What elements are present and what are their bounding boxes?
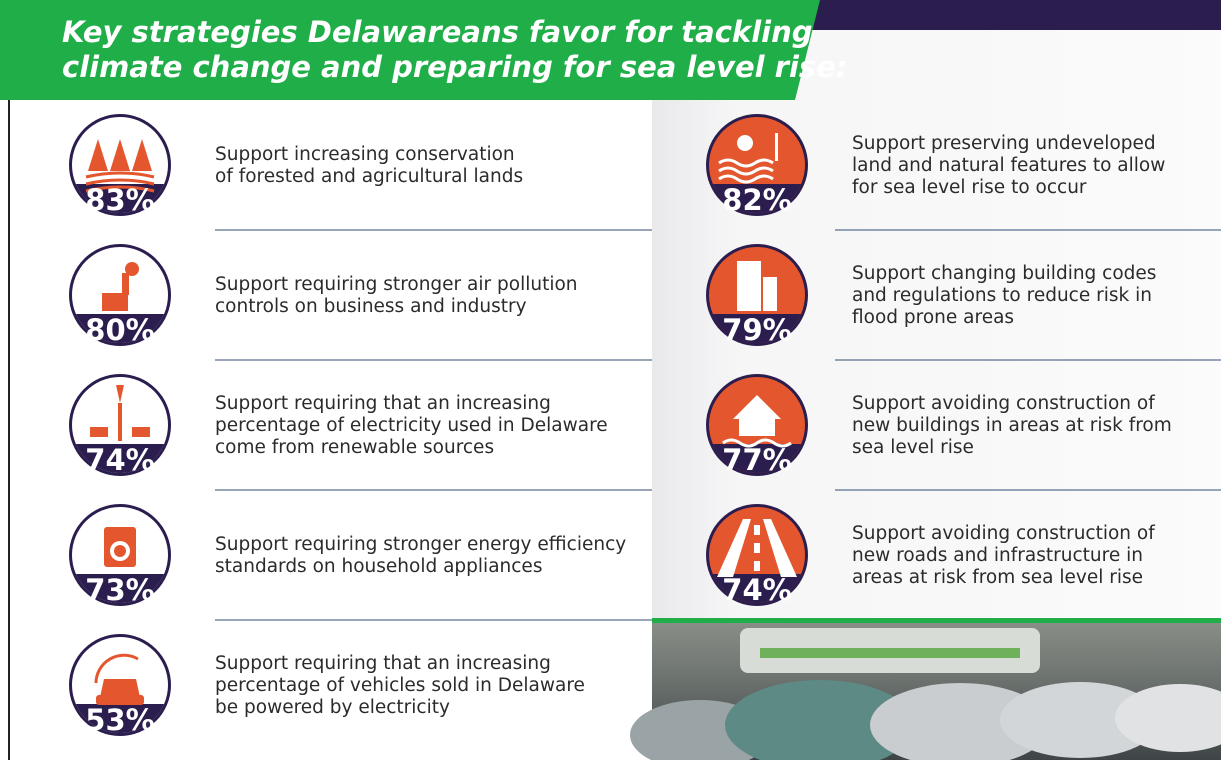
icon: [90, 427, 108, 437]
item-text: Support changing building codes: [852, 263, 1156, 284]
item-text: come from renewable sources: [215, 437, 494, 458]
percent: 83%: [85, 183, 154, 217]
item-text: standards on household appliances: [215, 556, 542, 577]
icon: [100, 679, 140, 697]
icon: [104, 527, 136, 567]
item-text: Support preserving undeveloped: [852, 133, 1156, 154]
badge: 82%: [706, 114, 808, 217]
icon: [90, 385, 150, 441]
percent: 74%: [722, 573, 791, 607]
item-text: of forested and agricultural lands: [215, 166, 523, 187]
percent: 74%: [85, 443, 154, 477]
icon: [763, 277, 777, 311]
icon: [102, 293, 128, 311]
icon: [102, 262, 139, 311]
title-line: climate change and preparing for sea lev…: [62, 50, 847, 84]
icon: [722, 395, 792, 448]
icon: [132, 139, 152, 171]
item-text: areas at risk from sea level rise: [852, 567, 1143, 588]
badge: 73%: [69, 504, 171, 607]
item-text: percentage of electricity used in Delawa…: [215, 415, 608, 436]
icon: [737, 261, 761, 311]
icon: [122, 273, 129, 295]
icon: [132, 427, 150, 437]
icon: [718, 166, 774, 176]
badge: 74%: [706, 504, 808, 607]
icon: [754, 543, 760, 553]
badge: 77%: [706, 374, 808, 477]
item-text: controls on business and industry: [215, 296, 527, 317]
item-text: Support avoiding construction of: [852, 393, 1155, 414]
icon: [737, 135, 753, 151]
badge: 74%: [69, 374, 171, 477]
item-text: flood prone areas: [852, 307, 1014, 328]
icon: [96, 695, 144, 705]
icon: [125, 262, 139, 276]
icon: [763, 519, 797, 577]
icon: [718, 133, 778, 184]
badge: 83%: [69, 114, 171, 217]
percent: 82%: [722, 183, 791, 217]
percent: 73%: [85, 573, 154, 607]
item-text: sea level rise: [852, 437, 974, 458]
icon: [94, 653, 139, 684]
icon: [85, 171, 155, 179]
item-text: Support requiring that an increasing: [215, 653, 551, 674]
item-text: for sea level rise to occur: [852, 177, 1087, 198]
icon: [85, 139, 155, 193]
icon: [733, 395, 781, 419]
icon: [88, 139, 108, 171]
icon: [754, 525, 760, 535]
icon: [739, 418, 775, 436]
item-text: new buildings in areas at risk from: [852, 415, 1172, 436]
percent: 79%: [722, 313, 791, 347]
title-line: Key strategies Delawareans favor for tac…: [62, 15, 813, 49]
title-banner: [0, 0, 820, 100]
item-text: percentage of vehicles sold in Delaware: [215, 675, 585, 696]
badge: 80%: [69, 244, 171, 347]
item-text: Support requiring stronger air pollution: [215, 274, 578, 295]
icon: [722, 438, 792, 448]
icon: [718, 174, 774, 184]
item-text: Support requiring that an increasing: [215, 393, 551, 414]
percent: 53%: [85, 703, 154, 737]
icon: [85, 178, 155, 186]
item-text: land and natural features to allow: [852, 155, 1165, 176]
icon: [737, 261, 777, 311]
badge: 79%: [706, 244, 808, 347]
icon: [118, 403, 122, 441]
item-text: Support requiring stronger energy effici…: [215, 534, 626, 555]
icon: [94, 653, 144, 705]
icon: [717, 519, 797, 577]
photo: [630, 618, 1221, 760]
icon: [717, 519, 751, 577]
item-text: and regulations to reduce risk in: [852, 285, 1152, 306]
item-text: Support avoiding construction of: [852, 523, 1155, 544]
item-text: new roads and infrastructure in: [852, 545, 1143, 566]
item-text: Support increasing conservation: [215, 144, 515, 165]
percent: 80%: [85, 313, 154, 347]
top-bar: [810, 0, 1221, 30]
icon: [114, 545, 126, 557]
icon: [754, 561, 760, 571]
icon: [718, 158, 774, 168]
icon: [116, 385, 124, 403]
badge: 53%: [69, 634, 171, 737]
percent: 77%: [722, 443, 791, 477]
icon: [775, 133, 778, 161]
icon: [85, 185, 155, 193]
icon: [110, 139, 130, 171]
item-text: be powered by electricity: [215, 697, 450, 718]
